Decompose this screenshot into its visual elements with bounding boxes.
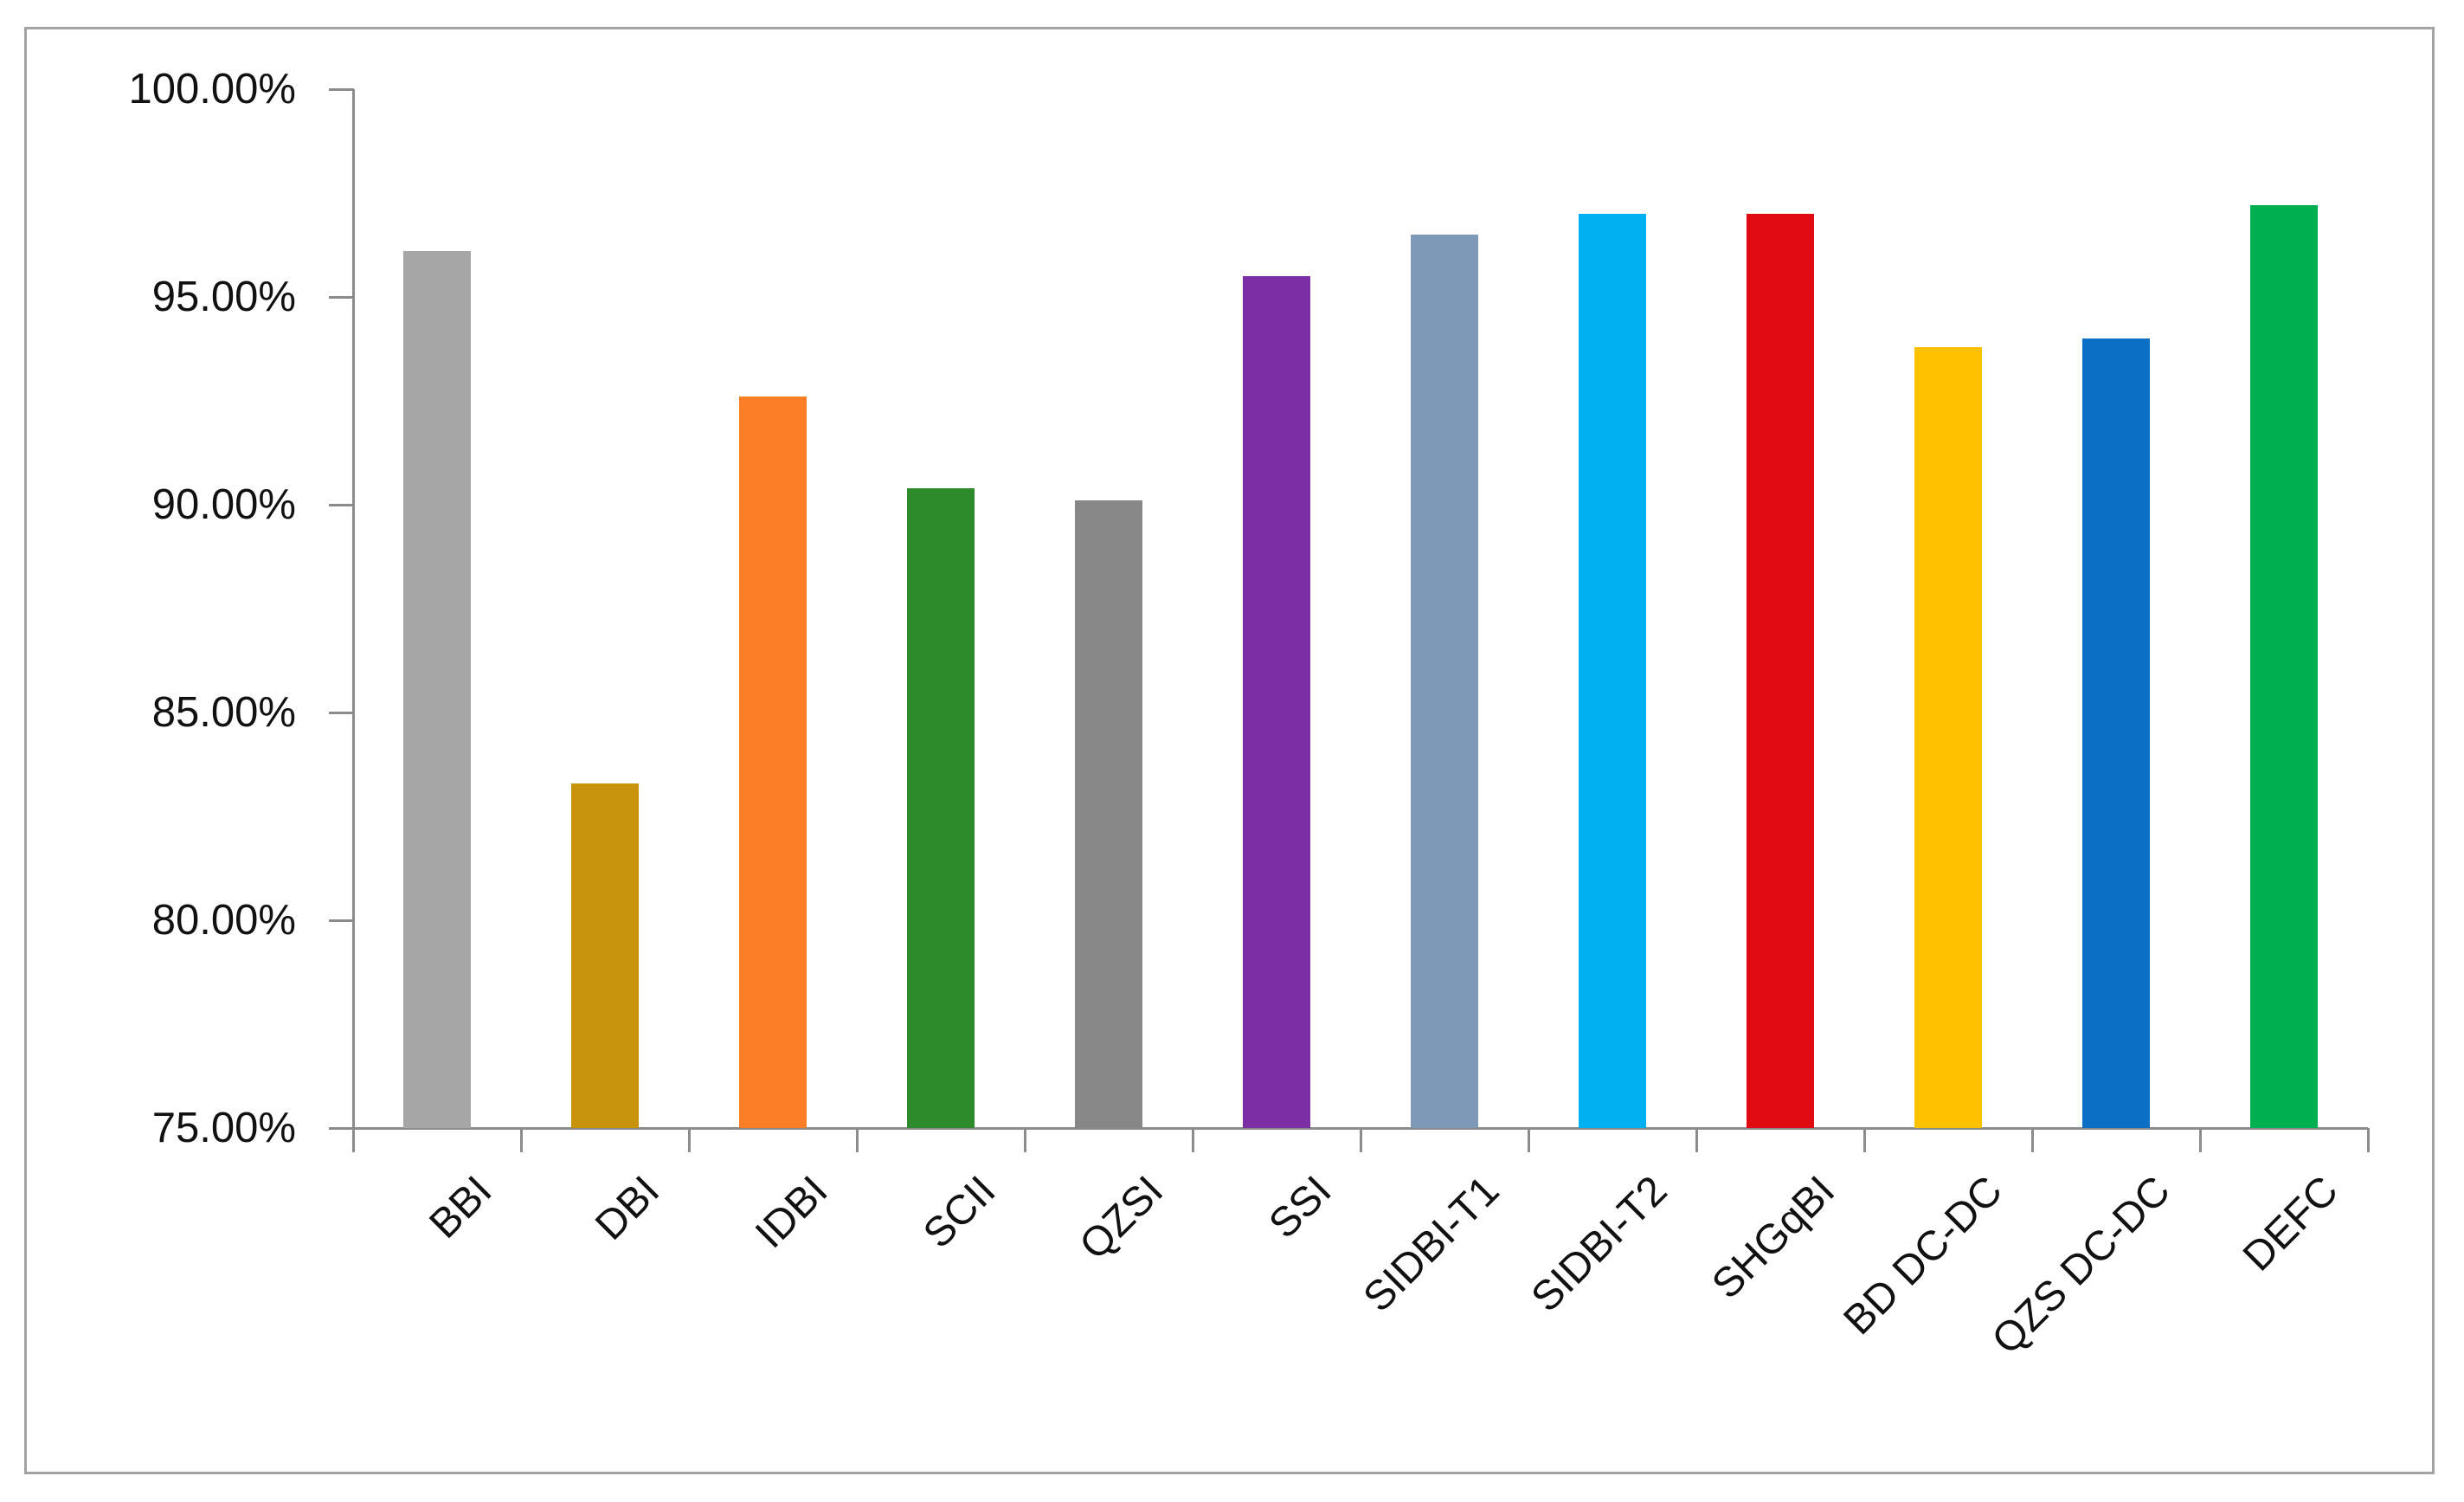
x-tick-mark [1359,1128,1362,1152]
y-tick-mark [329,919,354,922]
bar-qzsi [1075,500,1142,1128]
bar-bbi [403,251,471,1128]
bar-scii [907,487,975,1128]
x-tick-label-defc: DEFC [2235,1167,2348,1280]
bar-qzs-dc-dc [2082,338,2150,1128]
x-tick-mark [1191,1128,1194,1152]
x-tick-mark [519,1128,523,1152]
y-tick-mark [329,1126,354,1130]
y-tick-label: 95.00% [151,274,296,320]
x-axis-line [329,1127,2368,1130]
x-tick-label-sidbi-t1: SIDBI-T1 [1354,1167,1509,1321]
bar-defc [2250,205,2318,1128]
bar-idbi [739,396,807,1128]
x-tick-label-dbi: DBI [587,1167,669,1249]
x-tick-mark [687,1128,691,1152]
x-tick-mark [1862,1128,1866,1152]
x-tick-mark [1695,1128,1698,1152]
x-tick-mark [855,1128,859,1152]
x-tick-mark [1527,1128,1530,1152]
y-tick-label: 80.00% [151,897,296,944]
x-tick-label-qzs-dc-dc: QZS DC-DC [1984,1167,2180,1363]
y-tick-mark [329,295,354,299]
x-tick-label-shgqbi: SHGqBI [1703,1167,1844,1308]
y-tick-label: 85.00% [151,689,296,736]
x-tick-label-bd-dc-dc: BD DC-DC [1835,1167,2012,1344]
x-tick-label-qzsi: QZSI [1071,1167,1173,1269]
bar-sidbi-t2 [1579,214,1646,1128]
x-tick-label-bbi: BBI [420,1167,501,1247]
bar-sidbi-t1 [1411,235,1478,1128]
x-tick-label-scii: SCII [914,1167,1005,1258]
bar-bd-dc-dc [1914,346,1982,1128]
x-tick-mark [1023,1128,1026,1152]
y-tick-label: 100.00% [128,66,296,113]
y-tick-mark [329,711,354,714]
x-tick-mark [2030,1128,2034,1152]
bar-ssi [1243,276,1310,1128]
bar-dbi [571,783,639,1128]
x-tick-label-ssi: SSI [1259,1167,1341,1247]
bar-shgqbi [1747,214,1814,1128]
x-tick-label-idbi: IDBI [746,1167,837,1258]
y-tick-label: 90.00% [151,481,296,528]
y-axis-line [352,89,355,1152]
x-tick-mark [2198,1128,2202,1152]
y-tick-label: 75.00% [151,1105,296,1151]
x-tick-mark [351,1128,355,1152]
y-tick-mark [329,87,354,91]
x-tick-label-sidbi-t2: SIDBI-T2 [1522,1167,1676,1321]
x-tick-mark [2366,1128,2370,1152]
y-tick-mark [329,503,354,506]
